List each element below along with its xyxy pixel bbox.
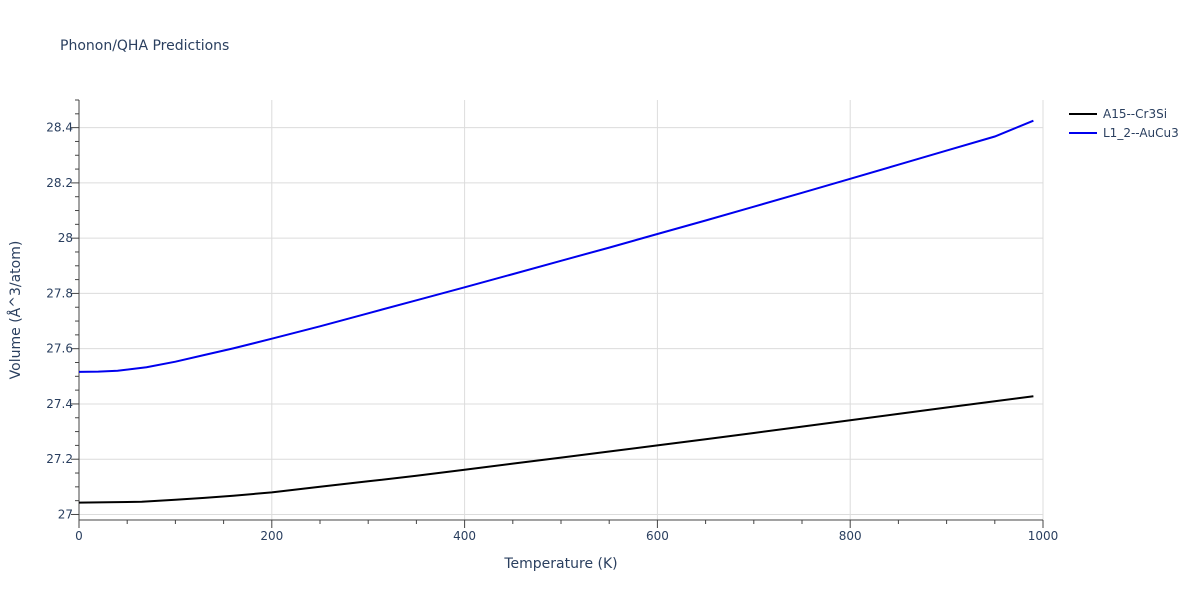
y-tick-label: 28.2 bbox=[46, 176, 73, 190]
y-tick-label: 27.8 bbox=[46, 286, 73, 300]
x-tick-label: 800 bbox=[839, 529, 862, 543]
y-axis-title: Volume (Å^3/atom) bbox=[7, 241, 24, 380]
legend-label: L1_2--AuCu3 bbox=[1103, 126, 1179, 140]
x-tick-label: 200 bbox=[260, 529, 283, 543]
legend-label: A15--Cr3Si bbox=[1103, 107, 1167, 121]
x-tick-label: 400 bbox=[453, 529, 476, 543]
x-tick-label: 1000 bbox=[1028, 529, 1059, 543]
axes: 0 200 400 600 800 1000 27 27.2 27.4 27.6 27.8 28 28.… bbox=[46, 99, 1059, 543]
chart-title: Phonon/QHA Predictions bbox=[60, 38, 229, 54]
y-tick-label: 27.6 bbox=[46, 342, 73, 356]
y-tick-label: 27.4 bbox=[46, 397, 73, 411]
y-tick-label: 27 bbox=[58, 507, 73, 521]
series-lines bbox=[78, 119, 1034, 504]
y-tick-label: 28.4 bbox=[46, 121, 73, 135]
legend-item-2[interactable]: L1_2--AuCu3 bbox=[1069, 126, 1179, 140]
x-tick-label: 0 bbox=[75, 529, 83, 543]
x-axis-title: Temperature (K) bbox=[503, 556, 617, 572]
y-tick-label: 27.2 bbox=[46, 452, 73, 466]
legend[interactable]: A15--Cr3Si L1_2--AuCu3 bbox=[1069, 107, 1179, 140]
series-line-1 bbox=[78, 395, 1034, 504]
x-tick-label: 600 bbox=[646, 529, 669, 543]
legend-item-1[interactable]: A15--Cr3Si bbox=[1069, 107, 1167, 121]
y-tick-label: 28 bbox=[58, 231, 73, 245]
grid bbox=[79, 100, 1044, 520]
series-line-2 bbox=[78, 119, 1034, 373]
